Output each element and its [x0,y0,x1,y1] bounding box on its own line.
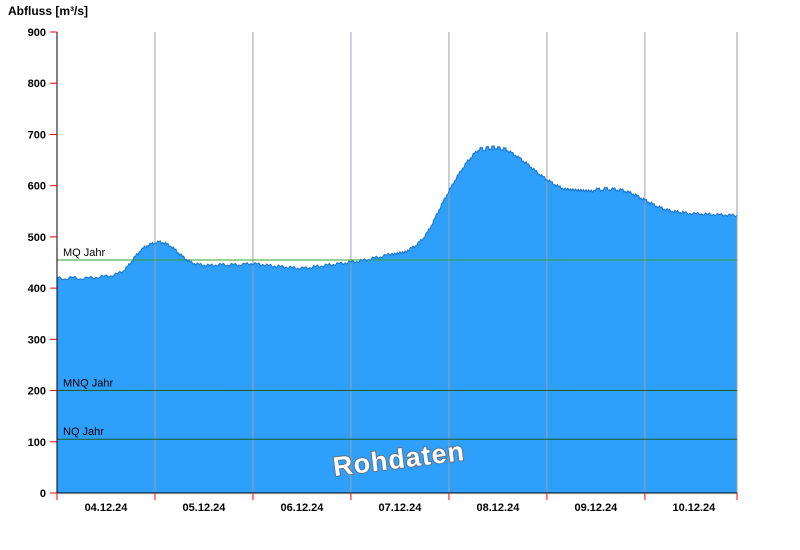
axes-group [56,32,737,494]
x-tick-label: 08.12.24 [477,502,521,514]
reference-line-label: MQ Jahr [63,247,106,259]
reference-line-label: NQ Jahr [63,426,104,438]
y-tick-label: 700 [28,129,46,141]
x-tick-label: 04.12.24 [85,502,129,514]
y-tick-label: 200 [28,386,46,398]
discharge-line [56,145,738,281]
y-tick-label: 600 [28,181,46,193]
x-axis-labels-group: 04.12.24 05.12.24 06.12.24 07.12.24 08.12.24… [85,502,717,514]
y-tick-label: 100 [28,437,46,449]
discharge-area-group [57,145,737,494]
discharge-area [57,145,737,494]
y-tick-label: 800 [28,78,46,90]
y-tick-label: 400 [28,283,46,295]
y-tick-label: 0 [40,488,46,500]
y-tick-label: 900 [28,27,46,39]
x-tick-label: 07.12.24 [379,502,423,514]
x-tick-label: 09.12.24 [574,502,618,514]
y-axis-labels-group: 0 100 200 300 400 500 600 700 800 900 [28,27,46,500]
axis-ticks-group [50,31,738,500]
reference-line-label: MNQ Jahr [63,378,113,390]
y-tick-label: 300 [28,334,46,346]
reference-lines-group: MQ Jahr MNQ Jahr NQ Jahr [57,247,737,440]
chart-title: Abfluss [m³/s] [8,4,89,18]
x-tick-label: 06.12.24 [281,502,325,514]
y-tick-label: 500 [28,232,46,244]
discharge-line-group [56,145,738,281]
x-tick-label: 10.12.24 [672,502,716,514]
x-tick-label: 05.12.24 [183,502,227,514]
